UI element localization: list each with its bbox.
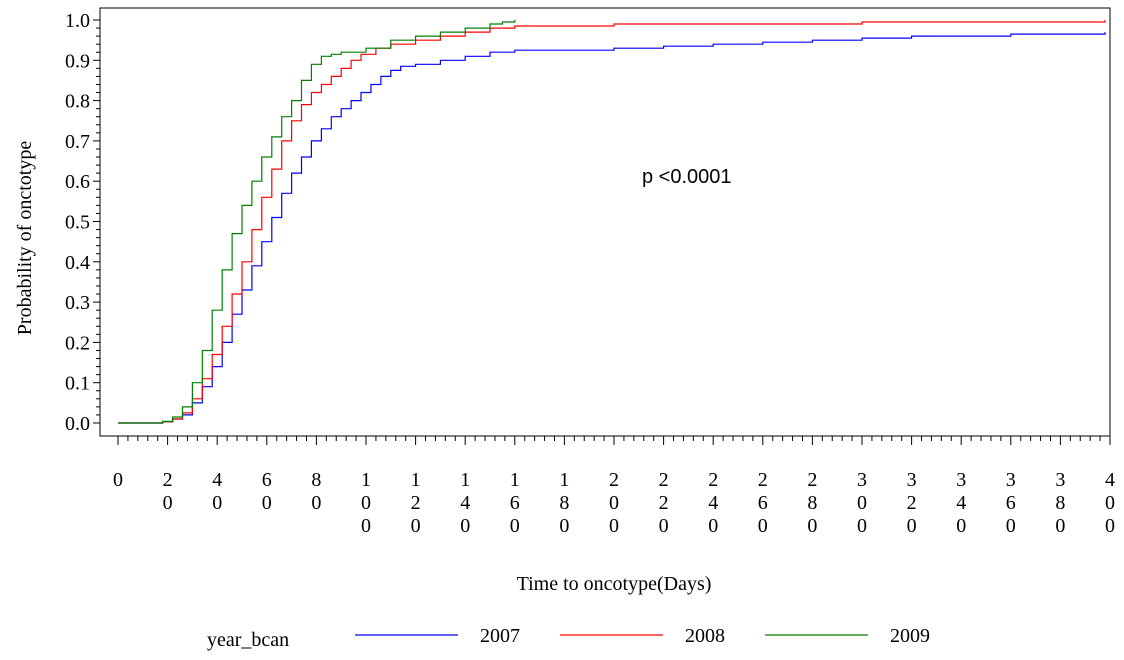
legend-label-2008: 2008 [685, 625, 725, 647]
plot-frame [99, 7, 1111, 437]
legend-label-2007: 2007 [480, 625, 520, 647]
x-axis-title: Time to oncotype(Days) [517, 573, 712, 595]
y-tick-label: 0.8 [65, 91, 90, 113]
legend-label-2009: 2009 [890, 625, 930, 647]
legend: year_bcan 2007 2008 2009 [207, 625, 930, 651]
y-tick-label: 0.4 [65, 252, 90, 274]
y-tick-label: 0.2 [65, 332, 90, 354]
series-lines [118, 20, 1106, 424]
x-axis: 0 2 0 4 0 6 0 8 0 1 0 0 1 2 0 1 4 0 1 6 0 1 8 0 2 0 0 2 2 0 2 4 0 2 6 0 2 8 0 3… [113, 436, 1115, 537]
y-axis-title: Probability of onctotype [14, 141, 36, 336]
y-tick-label: 1.0 [65, 10, 90, 32]
y-tick-label: 0.0 [65, 413, 90, 435]
series-line-2008 [118, 20, 1106, 424]
annotation-pvalue: p <0.0001 [642, 166, 732, 188]
y-tick-label: 0.5 [65, 212, 90, 234]
x-tick-label: 0 [113, 469, 123, 491]
plot-border [99, 7, 1111, 437]
y-tick-label: 0.1 [65, 373, 90, 395]
y-tick-label: 0.9 [65, 50, 90, 72]
series-line-2009 [118, 20, 516, 424]
y-tick-label: 0.7 [65, 131, 90, 153]
legend-title: year_bcan [207, 629, 289, 651]
y-tick-label: 0.3 [65, 292, 90, 314]
y-axis: 0.0 0.1 0.2 0.3 0.4 0.5 0.6 0.7 0.8 0.9 1.0 [65, 10, 100, 435]
series-line-2007 [118, 32, 1106, 424]
y-tick-label: 0.6 [65, 171, 90, 193]
